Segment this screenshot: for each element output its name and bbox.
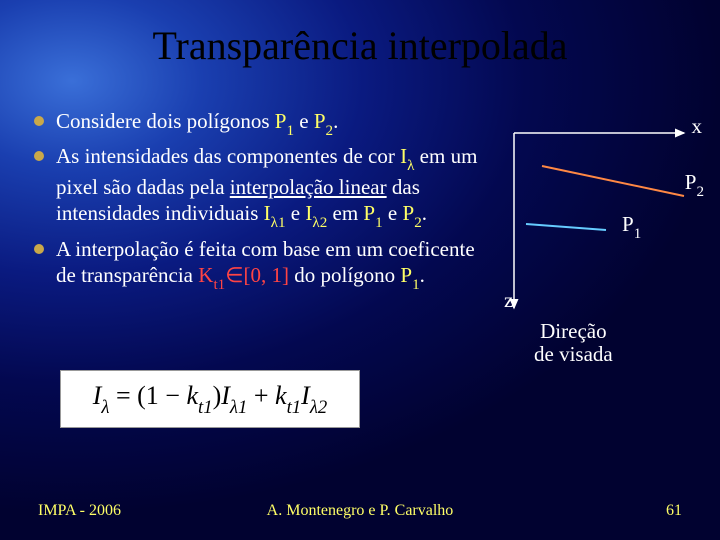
z-label: z — [504, 288, 513, 313]
text: em — [327, 201, 363, 225]
p1-line — [526, 224, 606, 230]
bullet-text: Considere dois polígonos P1 e P2. — [56, 108, 338, 139]
slide: Transparência interpolada Considere dois… — [0, 0, 720, 540]
p2-line — [542, 166, 684, 196]
range: [0, 1] — [244, 263, 290, 287]
bullet-icon — [34, 244, 44, 254]
list-item: A interpolação é feita com base em um co… — [34, 236, 482, 293]
p2-label: P2 — [685, 170, 704, 199]
text-underline: interpolação linear — [230, 175, 387, 199]
text: do polígono — [289, 263, 400, 287]
text: e — [286, 201, 306, 225]
var-p1: P1 — [400, 263, 419, 287]
p1-label: P1 — [622, 212, 641, 241]
var-il2: Iλ2 — [305, 201, 327, 225]
footer-center: A. Montenegro e P. Carvalho — [0, 502, 720, 520]
var-ilambda: Iλ — [400, 144, 414, 168]
var-il1: Iλ1 — [264, 201, 286, 225]
x-label: x — [692, 114, 703, 139]
var-p2: P2 — [314, 109, 333, 133]
diagram: x z P2 P1 Direção de visada — [484, 108, 704, 388]
bullet-icon — [34, 116, 44, 126]
list-item: Considere dois polígonos P1 e P2. — [34, 108, 482, 139]
text: . — [420, 263, 425, 287]
text: . — [422, 201, 427, 225]
symbol-in: ∈ — [225, 263, 243, 287]
var-p1: P1 — [275, 109, 294, 133]
formula-box: Iλ = (1 − kt1)Iλ1 + kt1Iλ2 — [60, 370, 360, 428]
bullet-text: As intensidades das componentes de cor I… — [56, 143, 482, 231]
formula: Iλ = (1 − kt1)Iλ1 + kt1Iλ2 — [93, 381, 328, 416]
bullet-list: Considere dois polígonos P1 e P2. As int… — [34, 108, 482, 297]
text: . — [333, 109, 338, 133]
text: e — [294, 109, 314, 133]
slide-title: Transparência interpolada — [0, 22, 720, 69]
text: Considere dois polígonos — [56, 109, 275, 133]
text: As intensidades das componentes de cor — [56, 144, 400, 168]
list-item: As intensidades das componentes de cor I… — [34, 143, 482, 231]
var-p2: P2 — [403, 201, 422, 225]
bullet-icon — [34, 151, 44, 161]
var-kt1: Kt1 — [198, 263, 225, 287]
bullet-text: A interpolação é feita com base em um co… — [56, 236, 482, 293]
text: e — [383, 201, 403, 225]
direcao-label: Direção de visada — [534, 320, 613, 366]
var-p1: P1 — [363, 201, 382, 225]
footer-right: 61 — [666, 502, 682, 520]
